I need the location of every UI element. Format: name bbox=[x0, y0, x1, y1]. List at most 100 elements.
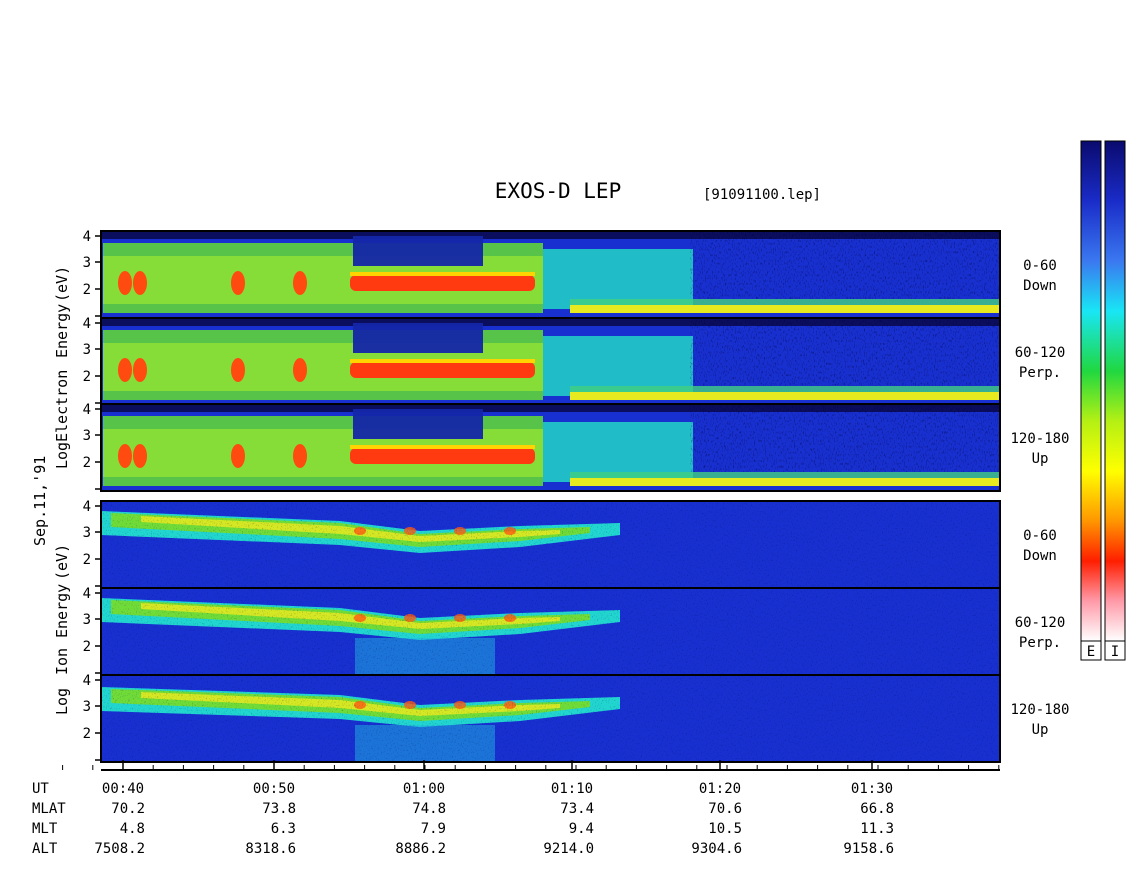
ephemeris-value: 9304.6 bbox=[691, 841, 742, 857]
direction-label: Up bbox=[1032, 451, 1049, 467]
y-tick-label: 4 bbox=[83, 229, 91, 245]
hot-band-edge bbox=[350, 272, 535, 276]
row-label: MLT bbox=[32, 821, 58, 837]
ion-panel-down: 4 3 2 0-60 Down bbox=[83, 499, 1057, 589]
y-tick-label: 4 bbox=[83, 673, 91, 689]
low-energy-line bbox=[570, 392, 1000, 400]
ephemeris-value: 10.5 bbox=[708, 821, 742, 837]
hot-spot bbox=[293, 444, 307, 468]
hot-spot bbox=[118, 271, 132, 295]
x-tick-label: 01:10 bbox=[551, 781, 593, 797]
y-tick-label: 3 bbox=[83, 525, 91, 541]
ephemeris-value: 8318.6 bbox=[245, 841, 296, 857]
low-energy-line bbox=[570, 478, 1000, 486]
ion-panel-up: 4 3 2 120-180 Up bbox=[83, 673, 1070, 763]
y-tick-label: 3 bbox=[83, 255, 91, 271]
low-energy-line-halo bbox=[570, 386, 1000, 392]
ephemeris-value: 6.3 bbox=[271, 821, 296, 837]
hot-spot bbox=[293, 358, 307, 382]
y-tick-label: 4 bbox=[83, 316, 91, 332]
y-tick-label: 3 bbox=[83, 699, 91, 715]
hot-band bbox=[350, 448, 535, 464]
row-label: UT bbox=[32, 781, 49, 797]
x-tick-label: 01:20 bbox=[699, 781, 741, 797]
pitch-angle-label: 120-180 bbox=[1010, 431, 1069, 447]
dark-top-band bbox=[101, 404, 1000, 412]
panel-frame bbox=[100, 674, 1001, 763]
colorbar: E I bbox=[1080, 140, 1126, 661]
dropout-block bbox=[353, 236, 483, 266]
hot-band-edge bbox=[350, 445, 535, 449]
hot-spot bbox=[293, 271, 307, 295]
electron-panel-down: 4 3 2 0-60 Down bbox=[83, 229, 1057, 319]
hot-band bbox=[350, 362, 535, 378]
hot-spot bbox=[231, 271, 245, 295]
noise-speckle bbox=[101, 588, 1000, 675]
ephemeris-value: 66.8 bbox=[860, 801, 894, 817]
hot-band bbox=[350, 275, 535, 291]
hot-spot bbox=[118, 358, 132, 382]
ephemeris-value: 70.6 bbox=[708, 801, 742, 817]
direction-label: Down bbox=[1023, 278, 1057, 294]
ion-ylabel-log: Log bbox=[53, 688, 71, 715]
y-tick-label: 3 bbox=[83, 612, 91, 628]
direction-label: Perp. bbox=[1019, 635, 1061, 651]
electron-ylabel-log: Log bbox=[53, 442, 71, 469]
y-tick-label: 2 bbox=[83, 369, 91, 385]
colorbar-label-i: I bbox=[1111, 644, 1119, 660]
colorbar-electron-labelbox bbox=[1080, 640, 1102, 661]
ephemeris-value: 4.8 bbox=[120, 821, 145, 837]
ephemeris-value: 70.2 bbox=[111, 801, 145, 817]
ephemeris-value: 8886.2 bbox=[395, 841, 446, 857]
pitch-angle-label: 0-60 bbox=[1023, 528, 1057, 544]
direction-label: Perp. bbox=[1019, 365, 1061, 381]
hot-spot bbox=[231, 358, 245, 382]
file-label: [91091100.lep] bbox=[703, 187, 821, 203]
ion-ylabel-unit: (eV) bbox=[53, 544, 71, 580]
x-tick-label: 01:00 bbox=[403, 781, 445, 797]
panel-frame bbox=[100, 403, 1001, 492]
electron-ylabel-electron: Electron bbox=[53, 370, 71, 442]
row-label: ALT bbox=[32, 841, 58, 857]
noise-speckle bbox=[101, 675, 1000, 762]
y-tick-label: 2 bbox=[83, 552, 91, 568]
colorbar-ion bbox=[1104, 140, 1126, 642]
y-tick-label: 2 bbox=[83, 282, 91, 298]
y-tick-label: 4 bbox=[83, 586, 91, 602]
y-tick-label: 4 bbox=[83, 499, 91, 515]
electron-ylabel-unit: (eV) bbox=[53, 266, 71, 302]
ion-panel-perp: 4 3 2 60-120 Perp. bbox=[83, 586, 1065, 676]
date-label: Sep.11,'91 bbox=[31, 456, 49, 546]
noise-speckle bbox=[101, 501, 1000, 588]
y-tick-label: 2 bbox=[83, 455, 91, 471]
hot-spot bbox=[118, 444, 132, 468]
ephemeris-value: 7508.2 bbox=[94, 841, 145, 857]
x-tick-label: 00:50 bbox=[253, 781, 295, 797]
hot-spot bbox=[133, 271, 147, 295]
direction-label: Up bbox=[1032, 722, 1049, 738]
y-tick-label: 3 bbox=[83, 428, 91, 444]
row-label: MLAT bbox=[32, 801, 66, 817]
ephemeris-value: 9158.6 bbox=[843, 841, 894, 857]
ephemeris-value: 11.3 bbox=[860, 821, 894, 837]
y-tick-label: 4 bbox=[83, 402, 91, 418]
dropout-block bbox=[353, 323, 483, 353]
noise-speckle bbox=[690, 404, 1000, 472]
dropout-block bbox=[353, 409, 483, 439]
x-tick-label: 01:30 bbox=[851, 781, 893, 797]
chart-title: EXOS-D LEP bbox=[495, 179, 621, 203]
electron-panel-up: 4 3 2 120-180 Up bbox=[83, 402, 1070, 492]
electron-panel-perp: 4 3 2 60-120 Perp. bbox=[83, 316, 1065, 406]
y-tick-label: 2 bbox=[83, 726, 91, 742]
x-tick-label: 00:40 bbox=[102, 781, 144, 797]
ephemeris-value: 73.4 bbox=[560, 801, 594, 817]
hot-band-edge bbox=[350, 359, 535, 363]
ephemeris-value: 9.4 bbox=[569, 821, 594, 837]
hot-spot bbox=[231, 444, 245, 468]
spectrogram-panels: 4 3 2 0-60 Down 4 3 2 60-120 Perp. 4 3 2 120-180 Up 4 3 2… bbox=[83, 229, 1070, 763]
dark-top-band bbox=[101, 231, 1000, 239]
colorbar-electron bbox=[1080, 140, 1102, 642]
hot-spot bbox=[133, 444, 147, 468]
ephemeris-value: 73.8 bbox=[262, 801, 296, 817]
